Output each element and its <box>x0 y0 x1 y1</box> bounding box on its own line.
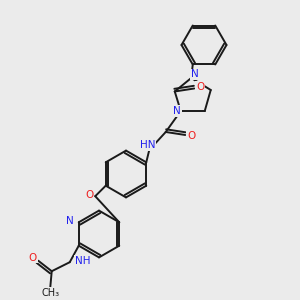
Text: HN: HN <box>140 140 155 150</box>
Text: NH: NH <box>75 256 91 266</box>
Text: N: N <box>67 216 74 226</box>
Text: O: O <box>29 253 37 263</box>
Text: N: N <box>173 106 181 116</box>
Text: O: O <box>196 82 204 92</box>
Text: O: O <box>187 131 195 142</box>
Text: N: N <box>191 69 199 80</box>
Text: O: O <box>85 190 94 200</box>
Text: CH₃: CH₃ <box>41 288 59 298</box>
